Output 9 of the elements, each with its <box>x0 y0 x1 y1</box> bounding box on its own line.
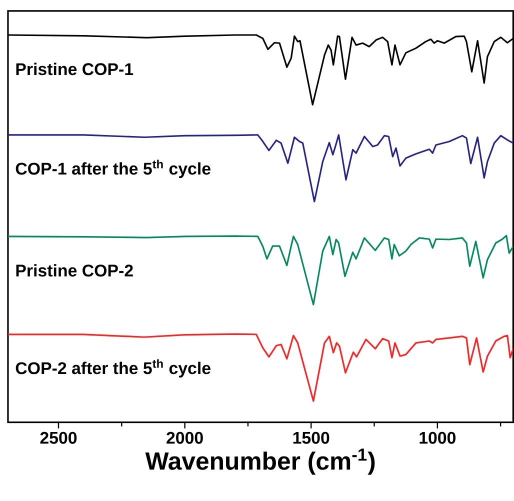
x-tick-label: 1000 <box>420 432 456 444</box>
x-tick-label: 1500 <box>293 432 330 444</box>
series-label: COP-1 after the 5$^{th}$ cycle <box>16 160 210 178</box>
series-label: Pristine COP-2 <box>16 264 133 276</box>
x-tick-label: 2500 <box>40 432 77 444</box>
x-axis-title: Wavenumber (cm$^{-1}$) <box>145 448 375 475</box>
series-label: Pristine COP-1 <box>16 62 134 76</box>
series-label: COP-2 after the 5$^{th}$ cycle <box>16 359 210 378</box>
x-tick-label: 2000 <box>166 432 203 444</box>
